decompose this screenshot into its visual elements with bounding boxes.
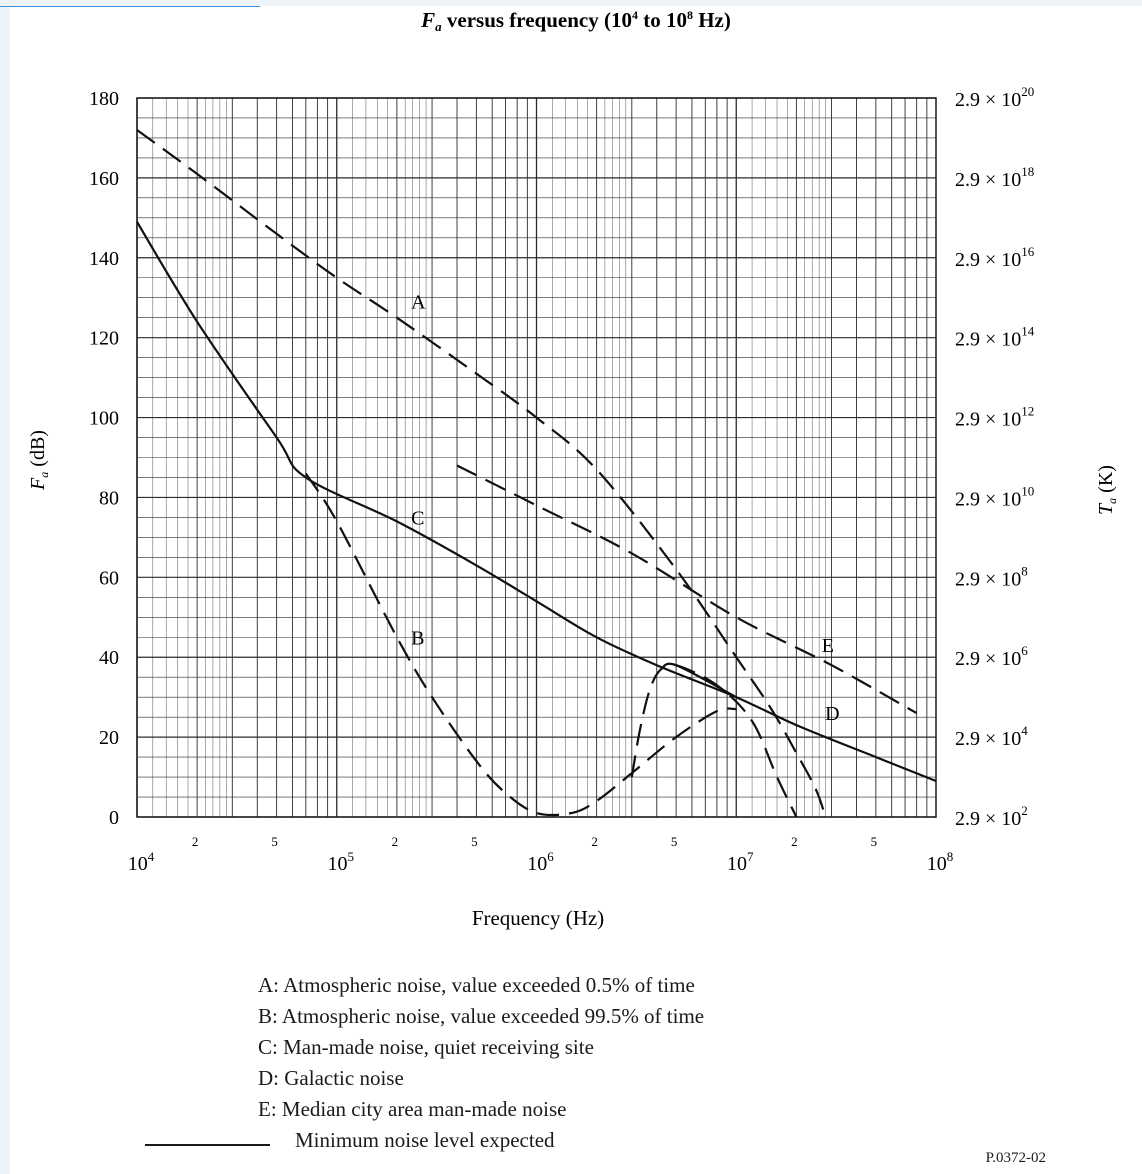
x-tick-label-minor: 5 <box>671 834 678 849</box>
y-tick-label: 40 <box>99 647 119 669</box>
legend-item-e: E: Median city area man-made noise <box>258 1097 567 1121</box>
right-axis-label: 2.9 × 1010 <box>955 483 1034 510</box>
y-axis-title-right: Ta (K) <box>1095 465 1119 515</box>
frame-left-strip <box>0 0 10 1174</box>
y-tick-label: 100 <box>89 408 119 430</box>
right-axis-label: 2.9 × 1012 <box>955 404 1034 431</box>
legend: A: Atmospheric noise, value exceeded 0.5… <box>258 970 704 1125</box>
series-line-b <box>304 472 737 817</box>
figure-code: P.0372-02 <box>985 1150 1046 1166</box>
legend-item-b: B: Atmospheric noise, value exceeded 99.… <box>258 1004 705 1028</box>
series-line-min-low <box>660 662 737 699</box>
y-tick-label: 60 <box>99 567 119 589</box>
series-label-a: A <box>411 292 426 314</box>
x-tick-label-decade: 106 <box>527 849 554 875</box>
series-line-e <box>456 464 918 715</box>
series-label-e: E <box>822 635 834 657</box>
right-axis-label: 2.9 × 106 <box>955 643 1028 670</box>
y-axis-title-left: Fa (dB) <box>27 430 51 491</box>
x-tick-label-minor: 2 <box>392 834 399 849</box>
x-tick-label-decade: 104 <box>128 849 155 875</box>
right-axis-label: 2.9 × 1014 <box>955 324 1035 351</box>
right-axis-label: 2.9 × 1018 <box>955 164 1034 191</box>
chart-title: Fa versus frequency (104 to 108 Hz) <box>420 8 731 34</box>
series-line-c <box>136 221 937 783</box>
series-labels: A B C D E <box>411 292 839 725</box>
plot-frame <box>136 97 937 818</box>
x-tick-label-minor: 2 <box>791 834 798 849</box>
x-tick-label-decade: 108 <box>927 849 954 875</box>
x-tick-label-minor: 2 <box>192 834 199 849</box>
x-tick-label-minor: 5 <box>871 834 878 849</box>
series-layer <box>136 129 937 818</box>
right-axis-label: 2.9 × 108 <box>955 563 1028 590</box>
y-tick-label: 120 <box>89 328 119 350</box>
frame-top-strip <box>0 0 1142 6</box>
right-axis-label: 2.9 × 1016 <box>955 244 1035 271</box>
legend-solid-line-swatch <box>145 1144 270 1146</box>
legend-minimum-noise: Minimum noise level expected <box>145 1128 645 1160</box>
x-tick-label-minor: 5 <box>271 834 278 849</box>
y-tick-label: 20 <box>99 727 119 749</box>
right-axis-label: 2.9 × 1020 <box>955 84 1034 111</box>
series-label-d: D <box>825 703 839 725</box>
series-label-c: C <box>411 507 424 529</box>
x-tick-label-minor: 2 <box>591 834 598 849</box>
x-tick-label-minor: 5 <box>471 834 478 849</box>
legend-item-c: C: Man-made noise, quiet receiving site <box>258 1035 594 1059</box>
legend-minimum-label: Minimum noise level expected <box>295 1128 555 1152</box>
y-tick-label: 80 <box>99 487 119 509</box>
series-line-a <box>136 129 827 818</box>
series-label-b: B <box>411 627 424 649</box>
frame-accent-line <box>0 6 260 7</box>
legend-item-a: A: Atmospheric noise, value exceeded 0.5… <box>258 973 695 997</box>
noise-chart: Fa versus frequency (104 to 108 Hz) 0 20 4… <box>27 8 1119 930</box>
grid <box>136 97 937 818</box>
right-axis-label: 2.9 × 102 <box>955 803 1028 830</box>
y-tick-label: 180 <box>89 88 119 110</box>
x-tick-label-decade: 105 <box>328 849 355 875</box>
legend-item-d: D: Galactic noise <box>258 1066 404 1090</box>
y-tick-label: 140 <box>89 248 119 270</box>
right-axis-label: 2.9 × 104 <box>955 723 1028 750</box>
y-tick-label: 160 <box>89 168 119 190</box>
y-tick-label: 0 <box>109 807 119 829</box>
x-tick-label-decade: 107 <box>727 849 754 875</box>
x-axis-title: Frequency (Hz) <box>472 906 604 930</box>
